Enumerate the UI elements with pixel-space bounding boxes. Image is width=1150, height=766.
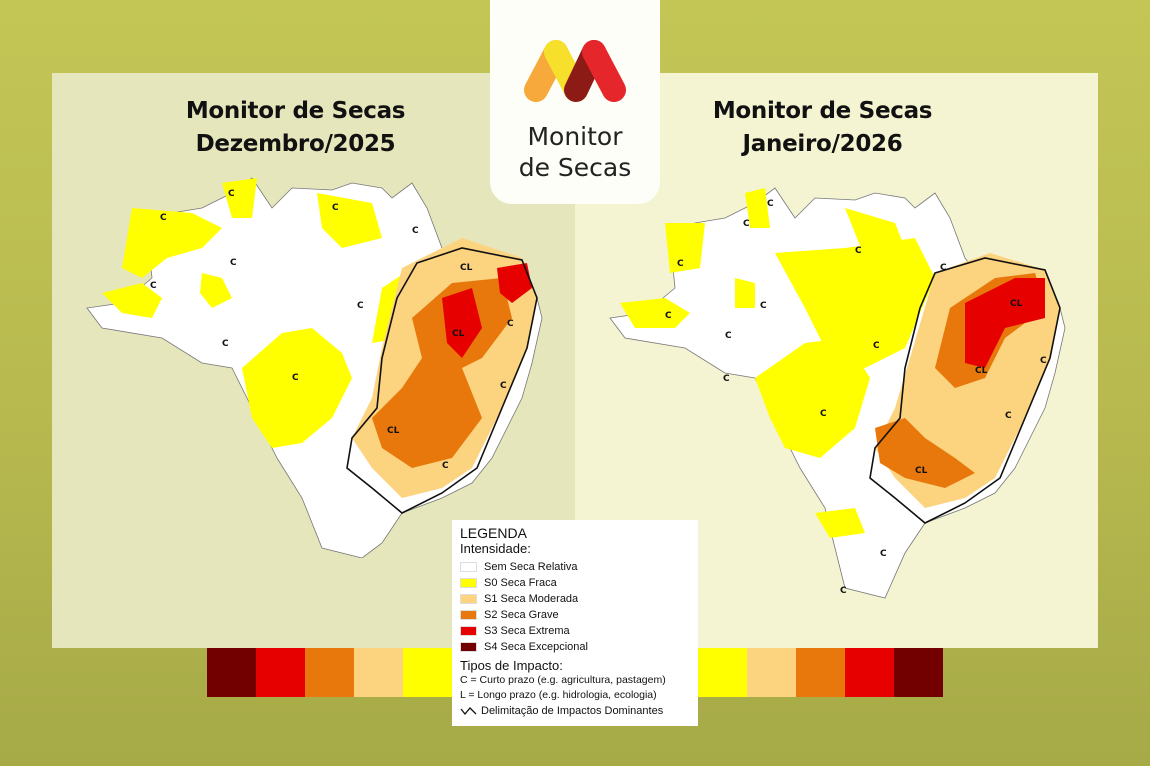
svg-text:CL: CL xyxy=(460,263,473,273)
svg-text:C: C xyxy=(873,341,880,351)
svg-text:C: C xyxy=(840,586,847,596)
legend-label: S4 Seca Excepcional xyxy=(484,641,588,653)
panel-dezembro-2025: Monitor de Secas Dezembro/2025 C C C C C C C… xyxy=(52,73,575,648)
legend-item-sem-seca: Sem Seca Relativa xyxy=(460,559,690,575)
svg-text:C: C xyxy=(820,409,827,419)
brazil-drought-map-jan2026: C C C C C C C C C C C C C C C CL CL CL xyxy=(609,187,1066,599)
boundary-line-icon xyxy=(460,707,477,716)
legend-item-s0: S0 Seca Fraca xyxy=(460,575,690,591)
stripe-s3 xyxy=(845,648,894,697)
svg-text:C: C xyxy=(723,374,730,384)
swatch-s0 xyxy=(460,578,477,588)
legend-label: Delimitação de Impactos Dominantes xyxy=(481,705,664,717)
legend-label: S2 Seca Grave xyxy=(484,609,559,621)
color-stripe-right xyxy=(698,648,943,697)
svg-text:C: C xyxy=(150,281,157,291)
svg-text:C: C xyxy=(222,339,229,349)
legend-item-s3: S3 Seca Extrema xyxy=(460,623,690,639)
svg-text:C: C xyxy=(160,213,167,223)
svg-text:C: C xyxy=(1005,411,1012,421)
panel-title: Monitor de Secas Dezembro/2025 xyxy=(34,95,557,161)
color-stripe-left xyxy=(207,648,452,697)
svg-text:C: C xyxy=(500,381,507,391)
svg-text:C: C xyxy=(767,199,774,209)
svg-text:C: C xyxy=(292,373,299,383)
svg-text:C: C xyxy=(677,259,684,269)
svg-text:CL: CL xyxy=(915,466,928,476)
svg-text:C: C xyxy=(228,189,235,199)
svg-text:C: C xyxy=(332,203,339,213)
logo-text-line2: de Secas xyxy=(518,153,632,182)
swatch-s2 xyxy=(460,610,477,620)
title-line2: Dezembro/2025 xyxy=(195,131,396,157)
logo-text-line1: Monitor xyxy=(527,122,623,151)
map-legend: LEGENDA Intensidade: Sem Seca Relativa S… xyxy=(452,520,698,726)
stripe-s0 xyxy=(403,648,452,697)
swatch-s4 xyxy=(460,642,477,652)
swatch-s3 xyxy=(460,626,477,636)
stripe-s3 xyxy=(256,648,305,697)
monitor-de-secas-logo: Monitor de Secas xyxy=(490,0,660,204)
legend-label: Sem Seca Relativa xyxy=(484,561,578,573)
svg-text:C: C xyxy=(760,301,767,311)
svg-text:CL: CL xyxy=(975,366,988,376)
svg-text:C: C xyxy=(442,461,449,471)
svg-text:C: C xyxy=(1040,356,1047,366)
stripe-s0 xyxy=(698,648,747,697)
svg-text:C: C xyxy=(230,258,237,268)
legend-item-s4: S4 Seca Excepcional xyxy=(460,639,690,655)
title-line1: Monitor de Secas xyxy=(712,98,933,124)
legend-boundary: Delimitação de Impactos Dominantes xyxy=(460,703,690,719)
svg-text:C: C xyxy=(507,319,514,329)
brazil-drought-map-dez2025: C C C C C C C C C C C C CL CL CL xyxy=(86,177,543,558)
legend-title: LEGENDA xyxy=(460,525,527,541)
legend-impact-title: Tipos de Impacto: xyxy=(460,658,563,673)
stripe-s4 xyxy=(207,648,256,697)
swatch-white xyxy=(460,562,477,572)
legend-intensity-title: Intensidade: xyxy=(460,541,531,556)
logo-m-icon xyxy=(524,40,626,102)
stripe-s2 xyxy=(796,648,845,697)
svg-text:C: C xyxy=(880,549,887,559)
legend-label: S1 Seca Moderada xyxy=(484,593,579,605)
svg-text:C: C xyxy=(940,263,947,273)
svg-text:C: C xyxy=(665,311,672,321)
legend-item-s1: S1 Seca Moderada xyxy=(460,591,690,607)
legend-item-s2: S2 Seca Grave xyxy=(460,607,690,623)
legend-impact-c: C = Curto prazo (e.g. agricultura, pasta… xyxy=(460,674,666,686)
panel-title: Monitor de Secas Janeiro/2026 xyxy=(561,95,1084,161)
svg-text:C: C xyxy=(357,301,364,311)
swatch-s1 xyxy=(460,594,477,604)
legend-label: S0 Seca Fraca xyxy=(484,577,557,589)
svg-text:CL: CL xyxy=(452,329,465,339)
svg-text:C: C xyxy=(412,226,419,236)
stripe-s1 xyxy=(747,648,796,697)
svg-text:C: C xyxy=(743,219,750,229)
title-line1: Monitor de Secas xyxy=(185,98,406,124)
svg-text:CL: CL xyxy=(1010,299,1023,309)
stripe-s4 xyxy=(894,648,943,697)
title-line2: Janeiro/2026 xyxy=(742,131,903,157)
legend-impact-l: L = Longo prazo (e.g. hidrologia, ecolog… xyxy=(460,689,657,701)
svg-text:C: C xyxy=(725,331,732,341)
stripe-s1 xyxy=(354,648,403,697)
svg-text:CL: CL xyxy=(387,426,400,436)
svg-text:C: C xyxy=(855,246,862,256)
legend-label: S3 Seca Extrema xyxy=(484,625,570,637)
stripe-s2 xyxy=(305,648,354,697)
